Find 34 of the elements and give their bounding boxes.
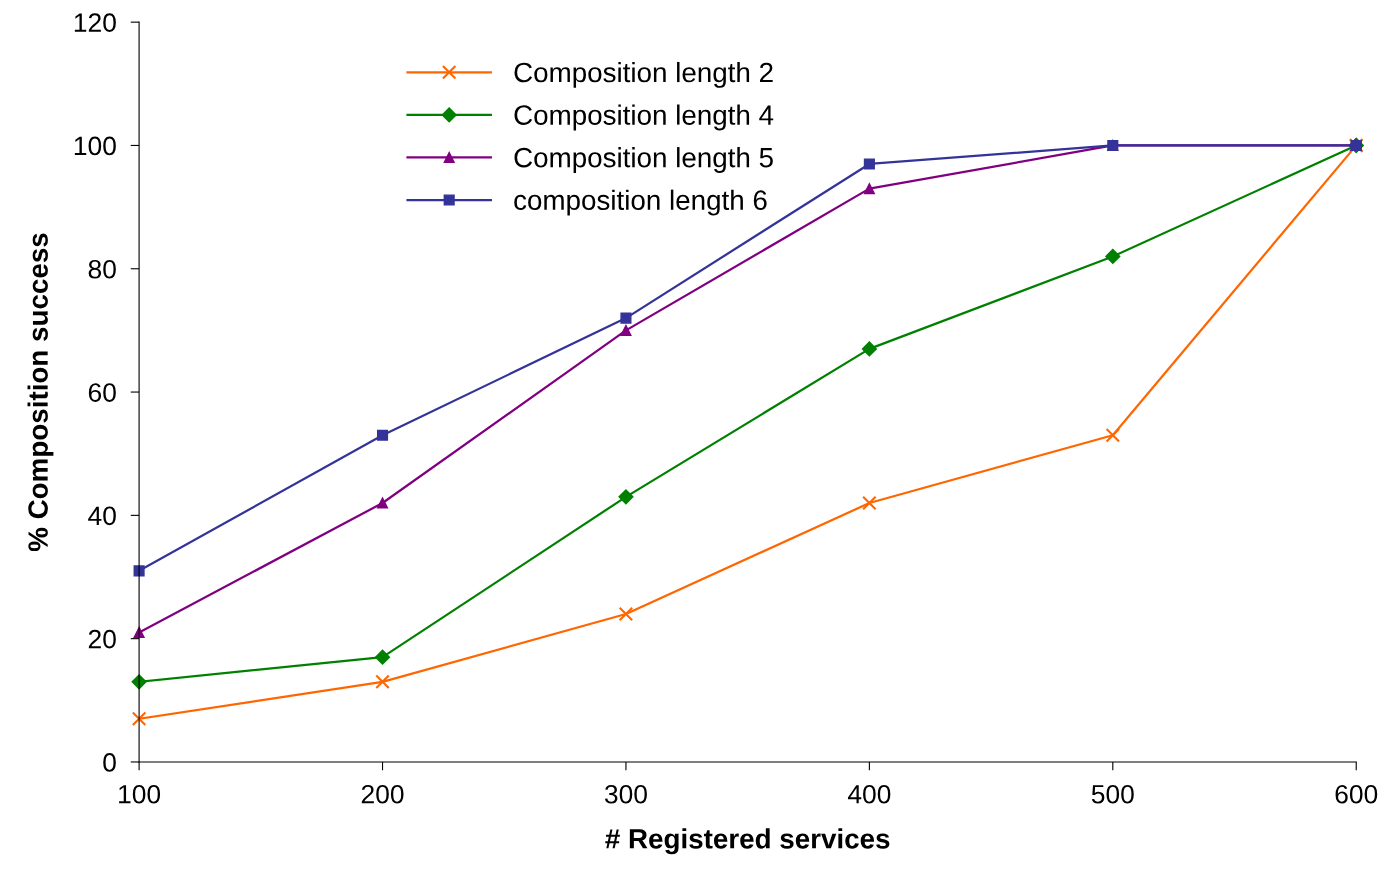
point [131, 711, 147, 727]
point [1105, 427, 1121, 443]
point [374, 649, 391, 665]
y-tick-label: 100 [74, 136, 116, 156]
point [618, 606, 634, 622]
legend-label: Composition length 4 [514, 104, 774, 131]
legend-label: Composition length 2 [514, 61, 773, 88]
x-tick-label: 600 [1335, 784, 1378, 804]
point [1105, 248, 1121, 264]
y-tick-label: 80 [88, 259, 116, 279]
x-tick-label: 100 [119, 784, 161, 804]
point [861, 341, 877, 357]
point [620, 324, 632, 336]
point [376, 497, 389, 509]
y-tick-label: 20 [88, 629, 116, 649]
x-axis-title: # Registered services [605, 828, 890, 855]
x-tick-label: 200 [361, 784, 404, 804]
x-tick-label: 500 [1091, 784, 1134, 804]
y-tick-label: 60 [88, 383, 116, 402]
legend-label: composition length 6 [514, 189, 767, 216]
point [620, 312, 632, 324]
point [375, 674, 390, 690]
y-tick-label: 40 [88, 506, 116, 526]
legend-label: Composition length 5 [514, 147, 773, 173]
y-tick-label: 0 [103, 753, 116, 772]
x-tick-label: 400 [847, 784, 891, 804]
point [618, 489, 634, 505]
point [862, 495, 877, 511]
y-tick-label: 120 [74, 13, 116, 32]
point [863, 158, 875, 170]
y-axis-title: % Composition success [27, 233, 54, 552]
x-tick-label: 300 [604, 784, 647, 804]
point [376, 429, 389, 441]
point [863, 183, 875, 195]
